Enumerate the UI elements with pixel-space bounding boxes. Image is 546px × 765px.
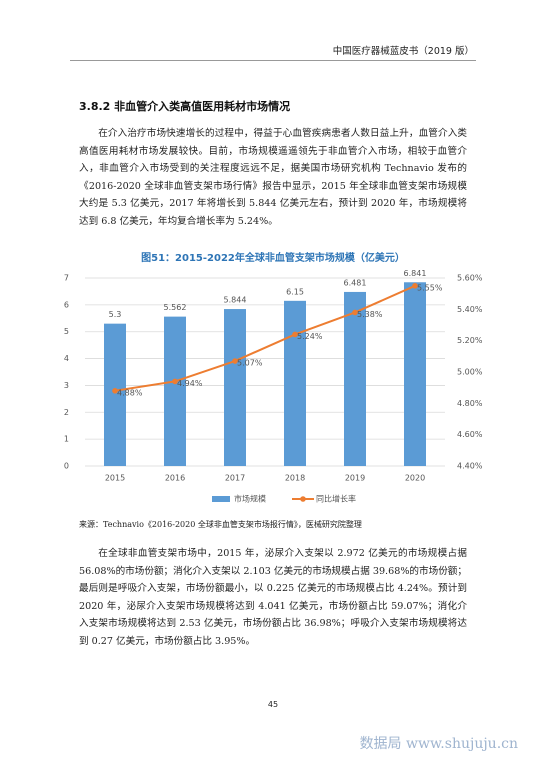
- legend-swatch: [212, 496, 230, 502]
- bar-value-label: 6.841: [404, 269, 427, 278]
- y-tick-label: 7: [64, 274, 69, 283]
- bar: [224, 309, 246, 466]
- bar-value-label: 5.562: [164, 303, 187, 312]
- paragraph: 在全球非血管支架市场中，2015 年，泌尿介入支架以 2.972 亿美元的市场规…: [79, 548, 467, 647]
- legend-label: 市场规模: [234, 494, 266, 504]
- line-marker: [172, 378, 178, 385]
- header-title: 中国医疗器械蓝皮书（2019 版）: [332, 46, 474, 57]
- y-tick-label: 3: [64, 381, 69, 390]
- bar: [404, 282, 426, 466]
- line-marker: [112, 388, 118, 394]
- x-tick-label: 2020: [405, 474, 425, 483]
- line-value-label: 5.38%: [357, 310, 383, 319]
- bar: [284, 300, 306, 466]
- line-marker: [232, 358, 238, 364]
- line-marker: [292, 331, 298, 338]
- watermark-url: www.shujuju.cn: [406, 736, 518, 752]
- page-number: 45: [267, 700, 279, 709]
- x-tick-label: 2015: [105, 474, 125, 483]
- bar-value-label: 5.844: [224, 296, 247, 305]
- bar: [164, 316, 186, 466]
- line-value-label: 5.07%: [237, 359, 263, 368]
- source: 来源：Technavio《2016-2020 全球非血管支架市场报行情》，医械研…: [79, 520, 362, 529]
- x-tick-label: 2019: [345, 474, 365, 483]
- line-value-label: 5.55%: [417, 283, 443, 292]
- line: [114, 284, 416, 392]
- line-value-label: 4.88%: [117, 388, 143, 397]
- chart-title: 图51：2015-2022年全球非血管支架市场规模（亿美元）: [141, 251, 405, 264]
- x-tick-label: 2018: [285, 474, 305, 483]
- line-value-label: 5.24%: [297, 332, 323, 341]
- legend-swatch: [300, 496, 306, 502]
- legend-label: 同比增长率: [316, 494, 356, 504]
- y-tick-label: 4: [64, 354, 69, 363]
- y2-tick-label: 5.60%: [457, 274, 483, 283]
- y-tick-label: 5: [64, 327, 69, 336]
- bar-value-label: 6.15: [286, 287, 304, 296]
- x-tick-label: 2016: [165, 474, 185, 483]
- paragraph: 在介入治疗市场快速增长的过程中，得益于心血管疾病患者人数日益上升，血管介入类高值…: [79, 128, 467, 227]
- bar-value-label: 6.481: [344, 278, 367, 287]
- y-tick-label: 6: [64, 300, 69, 309]
- y2-tick-label: 5.20%: [457, 336, 483, 345]
- y2-tick-label: 4.80%: [457, 399, 483, 408]
- header-rule: [70, 60, 476, 61]
- y-tick-label: 1: [64, 435, 69, 444]
- line-marker: [352, 309, 358, 316]
- x-tick-label: 2017: [225, 474, 245, 483]
- bar: [104, 323, 126, 466]
- y2-tick-label: 5.00%: [457, 368, 483, 377]
- y-tick-label: 2: [64, 408, 69, 417]
- line-value-label: 4.94%: [177, 379, 203, 388]
- y2-tick-label: 4.40%: [457, 462, 483, 471]
- y-tick-label: 0: [64, 462, 69, 471]
- bar-value-label: 5.3: [109, 310, 122, 319]
- watermark-name: 数据局: [359, 736, 402, 752]
- line-marker: [412, 283, 418, 289]
- y2-tick-label: 5.40%: [457, 305, 483, 314]
- y2-tick-label: 4.60%: [457, 430, 483, 439]
- section-title: 3.8.2 非血管介入类高值医用耗材市场情况: [79, 100, 291, 113]
- watermark: 数据局 www.shujuju.cn: [360, 733, 518, 753]
- bar: [344, 291, 366, 466]
